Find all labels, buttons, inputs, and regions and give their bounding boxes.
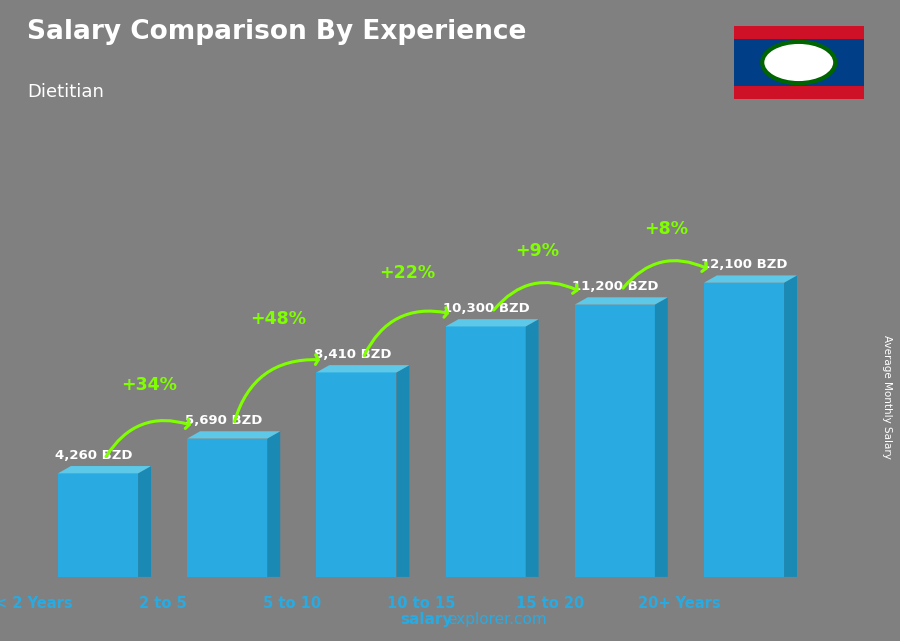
Polygon shape bbox=[397, 365, 410, 577]
Polygon shape bbox=[575, 297, 668, 304]
Text: explorer.com: explorer.com bbox=[447, 612, 547, 627]
Polygon shape bbox=[446, 326, 526, 577]
Text: 15 to 20: 15 to 20 bbox=[516, 596, 584, 611]
Text: 8,410 BZD: 8,410 BZD bbox=[314, 348, 392, 361]
Text: 2 to 5: 2 to 5 bbox=[139, 596, 186, 611]
Polygon shape bbox=[187, 431, 280, 438]
Polygon shape bbox=[58, 466, 151, 473]
Polygon shape bbox=[446, 319, 538, 326]
Text: 11,200 BZD: 11,200 BZD bbox=[572, 280, 659, 293]
Polygon shape bbox=[58, 473, 138, 577]
Polygon shape bbox=[187, 438, 267, 577]
Polygon shape bbox=[138, 466, 151, 577]
Text: +9%: +9% bbox=[515, 242, 559, 260]
Text: Dietitian: Dietitian bbox=[27, 83, 104, 101]
Text: 5,690 BZD: 5,690 BZD bbox=[184, 414, 262, 427]
Polygon shape bbox=[267, 431, 280, 577]
Text: Average Monthly Salary: Average Monthly Salary bbox=[881, 335, 892, 460]
Text: 5 to 10: 5 to 10 bbox=[263, 596, 321, 611]
Polygon shape bbox=[575, 304, 655, 577]
Text: 12,100 BZD: 12,100 BZD bbox=[701, 258, 788, 271]
Polygon shape bbox=[734, 86, 864, 99]
Polygon shape bbox=[317, 365, 410, 372]
Text: 10 to 15: 10 to 15 bbox=[387, 596, 455, 611]
Circle shape bbox=[762, 42, 835, 83]
Text: +34%: +34% bbox=[122, 376, 177, 394]
Text: +48%: +48% bbox=[250, 310, 306, 328]
Polygon shape bbox=[655, 297, 668, 577]
Text: salary: salary bbox=[400, 612, 453, 627]
Text: Salary Comparison By Experience: Salary Comparison By Experience bbox=[27, 19, 526, 46]
Text: 10,300 BZD: 10,300 BZD bbox=[443, 302, 530, 315]
Polygon shape bbox=[526, 319, 538, 577]
Polygon shape bbox=[784, 276, 797, 577]
Text: 4,260 BZD: 4,260 BZD bbox=[56, 449, 133, 462]
Text: +8%: +8% bbox=[644, 221, 688, 238]
Text: +22%: +22% bbox=[380, 264, 436, 282]
Polygon shape bbox=[704, 283, 784, 577]
Polygon shape bbox=[317, 372, 397, 577]
Polygon shape bbox=[704, 276, 797, 283]
Polygon shape bbox=[734, 26, 864, 99]
Text: < 2 Years: < 2 Years bbox=[0, 596, 72, 611]
Text: 20+ Years: 20+ Years bbox=[638, 596, 721, 611]
Polygon shape bbox=[734, 26, 864, 39]
